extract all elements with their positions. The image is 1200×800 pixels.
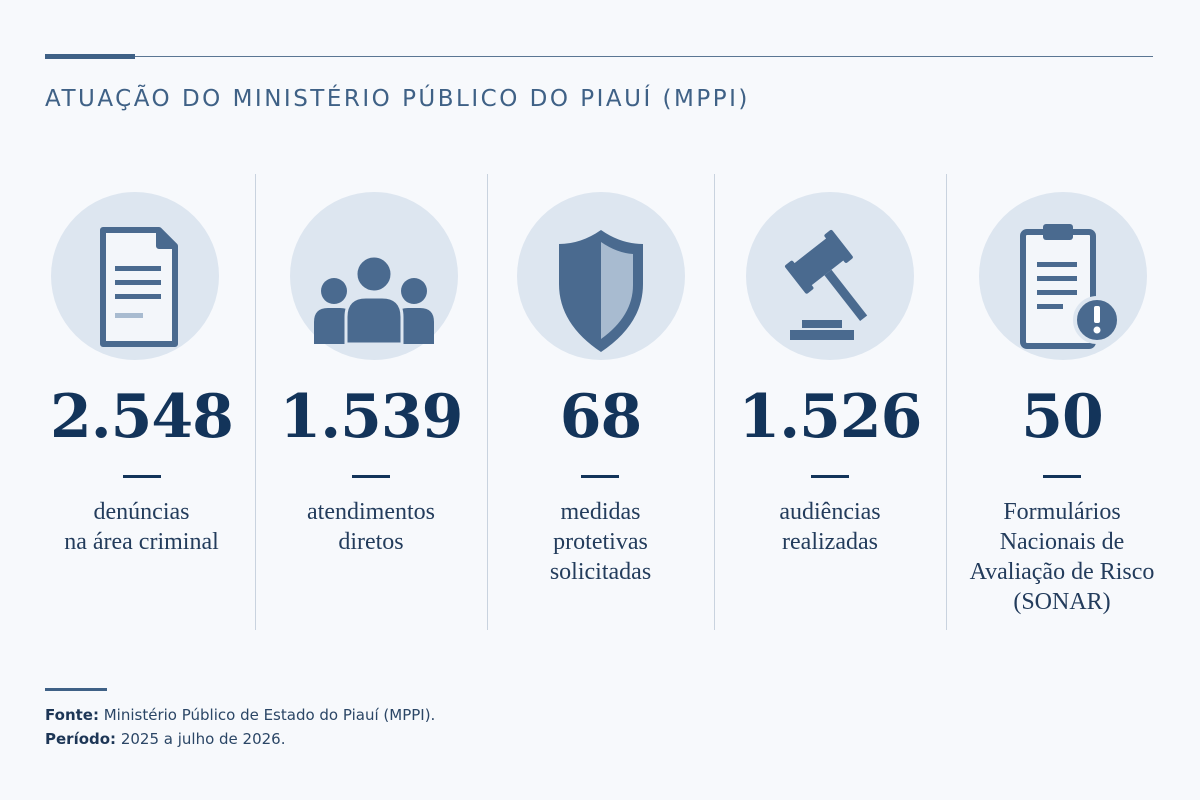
stat-value: 1.526 bbox=[738, 382, 923, 452]
stat-label: audiências realizadas bbox=[779, 499, 881, 555]
stat-label: atendimentos diretos bbox=[307, 499, 435, 555]
value-underline bbox=[581, 475, 619, 478]
icon-circle bbox=[290, 192, 458, 360]
source-line: Fonte: Ministério Público de Estado do P… bbox=[45, 703, 435, 727]
stat-sonar: 50 Formulários Nacionais de Avaliação de… bbox=[946, 172, 1178, 632]
source-label: Fonte: bbox=[45, 706, 99, 724]
stat-value: 50 bbox=[1021, 382, 1104, 452]
value-underline bbox=[811, 475, 849, 478]
footer: Fonte: Ministério Público de Estado do P… bbox=[45, 703, 435, 751]
page-title: ATUAÇÃO DO MINISTÉRIO PÚBLICO DO PIAUÍ (… bbox=[45, 86, 750, 112]
column-divider bbox=[946, 174, 947, 630]
shield-icon bbox=[559, 230, 643, 352]
value-underline bbox=[123, 475, 161, 478]
icon-circle bbox=[746, 192, 914, 360]
stat-value: 2.548 bbox=[50, 382, 234, 452]
column-divider bbox=[487, 174, 488, 630]
people-icon bbox=[314, 254, 434, 346]
stat-medidas: 68 medidas protetivas solicitadas bbox=[487, 172, 714, 632]
stats-row: 2.548 denúncias na área criminal 1.539 a… bbox=[28, 172, 1178, 632]
clipboard-alert-icon bbox=[1020, 224, 1121, 349]
stat-value: 1.539 bbox=[279, 382, 464, 452]
period-text: 2025 a julho de 2026. bbox=[116, 730, 286, 748]
document-icon bbox=[100, 227, 178, 347]
stat-label: medidas protetivas solicitadas bbox=[549, 499, 652, 585]
gavel-icon bbox=[785, 229, 868, 340]
value-underline bbox=[1043, 475, 1081, 478]
column-divider bbox=[255, 174, 256, 630]
stat-label: Formulários Nacionais de Avaliação de Ri… bbox=[969, 499, 1155, 615]
stat-denuncias: 2.548 denúncias na área criminal bbox=[28, 172, 255, 632]
top-rule bbox=[45, 56, 1153, 57]
source-text: Ministério Público de Estado do Piauí (M… bbox=[98, 706, 436, 724]
footer-rule bbox=[45, 688, 107, 691]
icon-circle bbox=[51, 192, 219, 360]
icon-circle bbox=[979, 192, 1147, 360]
icon-circle bbox=[517, 192, 685, 360]
period-line: Período: 2025 a julho de 2026. bbox=[45, 727, 435, 751]
stat-value: 68 bbox=[559, 382, 643, 452]
stat-atendimentos: 1.539 atendimentos diretos bbox=[255, 172, 487, 632]
period-label: Período: bbox=[45, 730, 117, 748]
value-underline bbox=[352, 475, 390, 478]
stat-label: denúncias na área criminal bbox=[64, 499, 219, 555]
column-divider bbox=[714, 174, 715, 630]
top-rule-accent bbox=[45, 54, 135, 59]
stat-audiencias: 1.526 audiências realizadas bbox=[714, 172, 946, 632]
